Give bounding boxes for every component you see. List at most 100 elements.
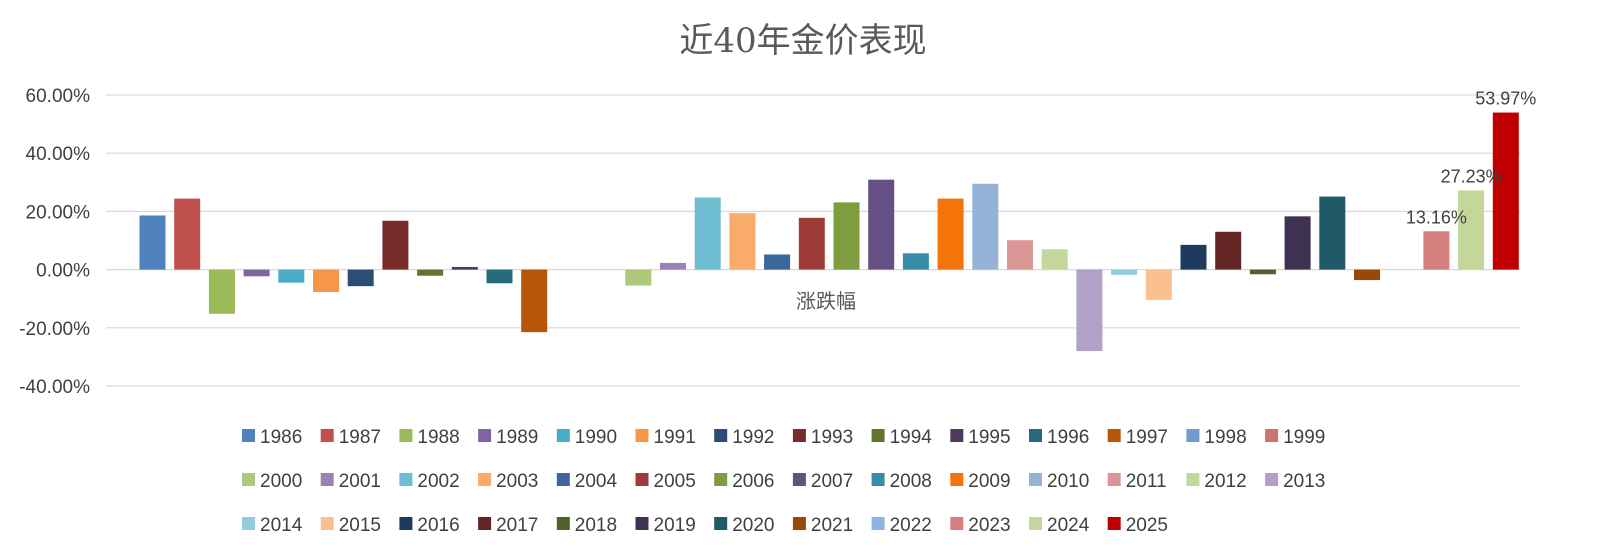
bar-2003: [729, 213, 756, 270]
legend-label-2021: 2021: [811, 515, 853, 536]
bar-1988: [208, 269, 235, 314]
bar-1993: [382, 220, 409, 270]
bar-2019: [1284, 216, 1311, 270]
legend-label-2005: 2005: [654, 471, 696, 492]
legend-swatch-2006: [714, 473, 728, 486]
legend-label-2007: 2007: [811, 471, 853, 492]
legend-swatch-1989: [478, 429, 492, 442]
chart-title: 近40年金价表现: [679, 21, 926, 61]
y-tick-label: -20.00%: [19, 319, 90, 340]
legend-label-2012: 2012: [1204, 471, 1246, 492]
legend-label-2024: 2024: [1047, 515, 1090, 536]
legend-label-2017: 2017: [496, 515, 538, 536]
legend-swatch-2021: [792, 517, 806, 530]
bar-2024: [1458, 190, 1485, 270]
legend-label-2010: 2010: [1047, 471, 1089, 492]
category-label: 涨跌幅: [796, 290, 856, 313]
legend-swatch-2005: [635, 473, 649, 486]
legend-label-1987: 1987: [339, 427, 381, 448]
legend-label-2016: 2016: [417, 515, 459, 536]
legend-swatch-2013: [1265, 473, 1279, 486]
bar-2000: [625, 269, 652, 286]
bar-1996: [486, 269, 513, 284]
legend-label-1992: 1992: [732, 427, 774, 448]
legend: 1986 1987 1988 1989 1990 1991 1992 1993 1994 1995…: [242, 427, 1325, 536]
legend-swatch-1996: [1029, 429, 1042, 442]
bar-2011: [1007, 240, 1033, 270]
legend-label-2002: 2002: [417, 471, 459, 492]
legend-label-1990: 1990: [575, 427, 617, 448]
data-label-2023: 13.16%: [1406, 207, 1467, 227]
legend-swatch-2009: [950, 473, 964, 486]
legend-label-2023: 2023: [968, 515, 1010, 536]
legend-label-2013: 2013: [1283, 471, 1325, 492]
bar-2007: [868, 179, 895, 270]
bar-1997: [521, 269, 548, 333]
bar-2001: [660, 262, 686, 270]
bar-2006: [833, 202, 860, 270]
bar-1987: [174, 198, 201, 270]
y-tick-label: -40.00%: [19, 377, 90, 398]
bar-2015: [1145, 269, 1172, 300]
legend-label-2025: 2025: [1126, 515, 1168, 536]
bar-2004: [764, 254, 791, 270]
legend-swatch-2000: [242, 473, 255, 486]
legend-swatch-2008: [871, 473, 885, 486]
legend-label-1995: 1995: [968, 427, 1010, 448]
legend-swatch-1998: [1186, 429, 1200, 442]
legend-label-2019: 2019: [654, 515, 696, 536]
legend-swatch-1991: [635, 429, 649, 442]
bar-2009: [937, 198, 964, 270]
legend-swatch-2022: [871, 517, 885, 530]
legend-label-2001: 2001: [339, 471, 381, 492]
bar-2012: [1041, 249, 1068, 270]
legend-label-1993: 1993: [811, 427, 853, 448]
legend-swatch-2011: [1107, 473, 1121, 486]
bar-1991: [313, 269, 339, 293]
bar-2017: [1215, 231, 1242, 270]
legend-swatch-2003: [478, 473, 492, 486]
legend-swatch-1993: [792, 429, 806, 442]
legend-swatch-2001: [320, 473, 334, 486]
legend-label-1999: 1999: [1283, 427, 1325, 448]
legend-label-2008: 2008: [890, 471, 932, 492]
legend-swatch-1988: [399, 429, 413, 442]
legend-swatch-2015: [320, 517, 334, 530]
legend-swatch-1990: [556, 429, 570, 442]
legend-label-2000: 2000: [260, 471, 302, 492]
bar-1992: [347, 269, 374, 287]
bars: [139, 112, 1519, 352]
legend-swatch-1999: [1265, 429, 1279, 442]
legend-swatch-2010: [1029, 473, 1042, 486]
y-tick-label: 60.00%: [26, 86, 91, 107]
y-tick-label: 0.00%: [36, 261, 90, 282]
legend-label-2022: 2022: [890, 515, 932, 536]
y-tick-label: 40.00%: [26, 144, 91, 165]
data-label-2025: 53.97%: [1475, 89, 1536, 109]
legend-swatch-1987: [320, 429, 334, 442]
y-axis-ticks: -40.00% -20.00% 0.00% 20.00% 40.00% 60.00%: [19, 86, 90, 398]
legend-label-1991: 1991: [654, 427, 696, 448]
legend-label-1989: 1989: [496, 427, 538, 448]
legend-swatch-2016: [399, 517, 413, 530]
legend-swatch-2004: [556, 473, 570, 486]
bar-2023: [1423, 231, 1450, 270]
legend-swatch-2007: [792, 473, 806, 486]
legend-swatch-2017: [478, 517, 492, 530]
legend-label-2011: 2011: [1126, 471, 1167, 492]
legend-label-2003: 2003: [496, 471, 538, 492]
bar-2018: [1249, 269, 1276, 275]
legend-label-2015: 2015: [339, 515, 381, 536]
legend-label-1998: 1998: [1204, 427, 1246, 448]
bar-2002: [694, 197, 721, 270]
legend-swatch-1997: [1107, 429, 1121, 442]
bar-2010: [972, 183, 999, 270]
legend-label-1996: 1996: [1047, 427, 1089, 448]
legend-label-2004: 2004: [575, 471, 618, 492]
legend-swatch-2025: [1107, 517, 1121, 530]
legend-label-1986: 1986: [260, 427, 302, 448]
y-tick-label: 20.00%: [26, 202, 91, 223]
legend-label-1994: 1994: [890, 427, 933, 448]
data-labels: 13.16% 27.23% 53.97%: [1406, 89, 1536, 228]
